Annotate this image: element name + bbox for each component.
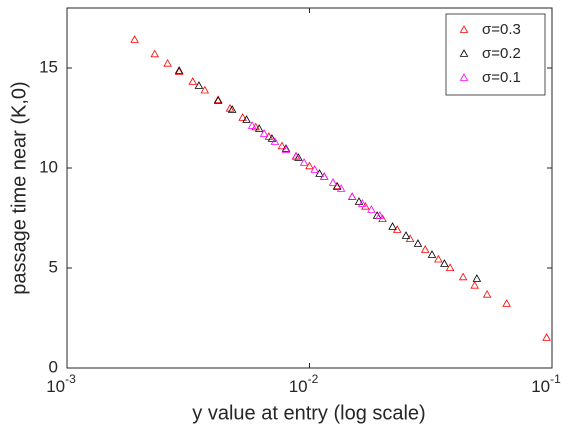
- point: [299, 158, 309, 166]
- point: [270, 137, 280, 145]
- legend-label: σ=0.2: [482, 45, 521, 62]
- point: [470, 280, 479, 289]
- point: [347, 192, 357, 200]
- y-tick-label: 15: [39, 57, 58, 76]
- point: [357, 199, 367, 207]
- point: [310, 165, 319, 173]
- point: [413, 239, 423, 247]
- point: [445, 263, 455, 271]
- x-tick-base: 10: [289, 377, 308, 396]
- point: [472, 274, 482, 282]
- point: [354, 197, 364, 205]
- y-tick-label: 10: [39, 157, 58, 176]
- legend-label: σ=0.3: [482, 21, 521, 38]
- point: [542, 333, 551, 341]
- point: [188, 77, 198, 85]
- legend-box: [445, 13, 546, 96]
- legend-marker: [459, 25, 469, 33]
- point: [458, 272, 468, 281]
- point: [213, 96, 223, 104]
- legend-marker: [459, 73, 469, 81]
- point: [294, 153, 303, 161]
- legend-label: σ=0.1: [482, 69, 521, 86]
- point: [420, 245, 430, 253]
- point: [174, 67, 184, 75]
- legend-marker: [459, 49, 469, 57]
- y-tick-label: 5: [49, 257, 58, 276]
- point: [328, 178, 338, 186]
- axes-box: [66, 7, 553, 369]
- x-tick-exponent: -2: [308, 372, 319, 386]
- point: [434, 254, 443, 263]
- point: [427, 250, 437, 258]
- x-tick-base: 10: [46, 377, 65, 396]
- y-tick-label: 0: [49, 357, 58, 376]
- x-tick-label: 10-3: [46, 372, 76, 396]
- point: [238, 113, 247, 121]
- x-tick-base: 10: [531, 377, 550, 396]
- point: [251, 122, 260, 131]
- point: [200, 85, 210, 94]
- point: [247, 121, 257, 129]
- point: [225, 103, 235, 112]
- point: [502, 299, 511, 307]
- point: [163, 58, 172, 67]
- point: [254, 124, 264, 132]
- x-tick-label: 10-1: [531, 372, 561, 396]
- point: [150, 49, 160, 58]
- point: [401, 231, 411, 239]
- point: [367, 205, 376, 213]
- point: [375, 211, 385, 219]
- point: [388, 222, 397, 230]
- point: [315, 169, 324, 177]
- point: [267, 134, 277, 142]
- point: [336, 184, 346, 192]
- x-axis-label: y value at entry (log scale): [192, 402, 425, 424]
- point: [332, 182, 342, 190]
- x-tick-label: 10-2: [289, 372, 319, 396]
- point: [291, 152, 301, 160]
- y-axis-label: passage time near (K,0): [8, 81, 30, 294]
- x-tick-exponent: -3: [65, 372, 76, 386]
- point: [259, 129, 269, 137]
- point: [281, 144, 291, 152]
- point: [174, 66, 184, 74]
- point: [277, 141, 287, 150]
- point: [319, 172, 329, 180]
- point: [194, 81, 204, 89]
- point: [482, 289, 492, 298]
- point: [242, 115, 251, 123]
- point: [130, 35, 139, 43]
- point: [227, 105, 237, 113]
- point: [281, 145, 291, 153]
- x-tick-exponent: -1: [550, 372, 561, 386]
- point: [440, 259, 449, 267]
